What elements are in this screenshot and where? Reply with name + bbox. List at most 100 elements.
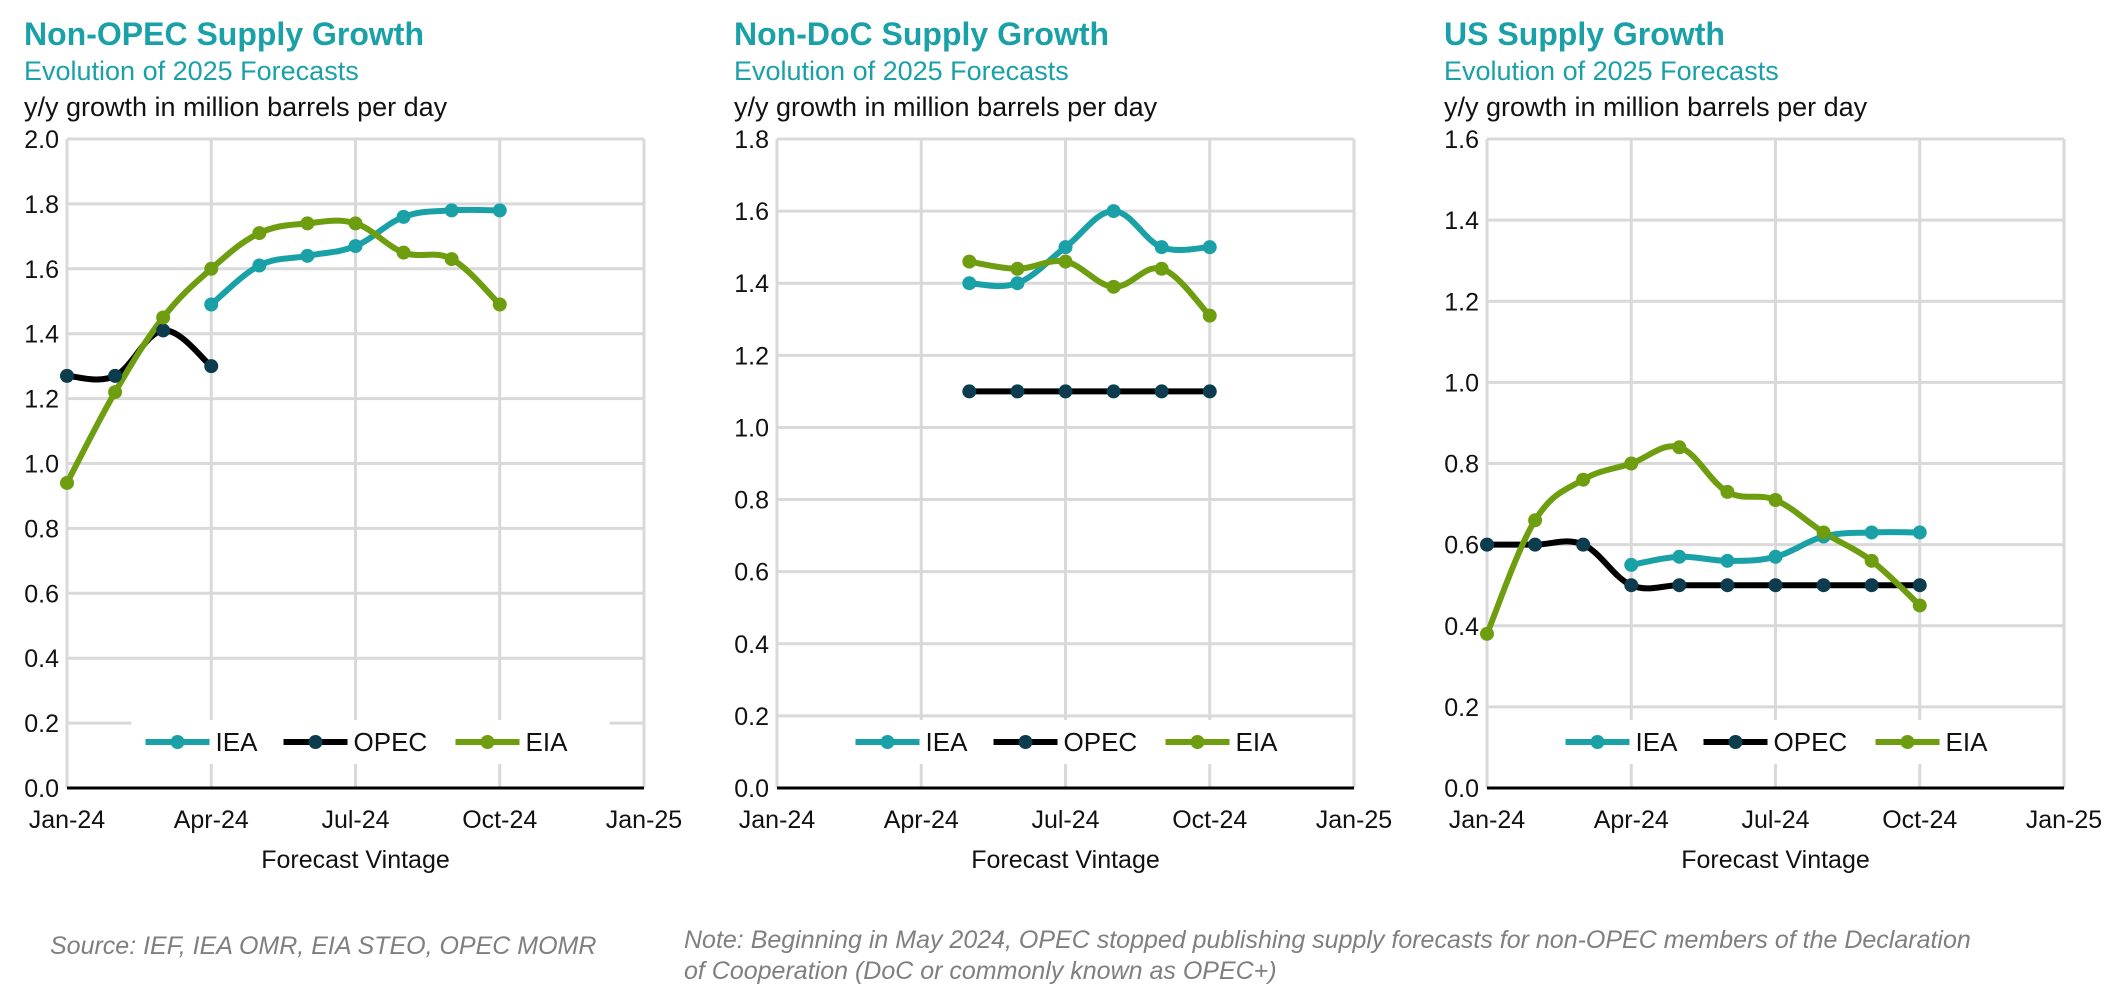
y-tick-label: 1.2 [1444,288,1479,316]
data-point-eia [204,261,219,276]
data-point-eia [1768,493,1783,508]
data-point-eia [396,245,411,260]
y-tick-label: 1.6 [734,198,769,226]
data-point-eia [1058,254,1073,269]
y-tick-label: 1.6 [24,256,59,284]
y-tick-label: 1.8 [24,191,59,219]
y-tick-label: 0.2 [734,703,769,731]
data-point-opec [1202,384,1217,399]
series-line-eia [1484,443,1923,637]
chart-panel-non-opec: Non-OPEC Supply Growth Evolution of 2025… [24,0,724,880]
data-point-opec [1106,384,1121,399]
data-point-eia [1154,261,1169,276]
data-point-iea [962,276,977,291]
legend-label-eia: EIA [1236,727,1279,757]
data-point-opec [1912,578,1927,593]
data-point-iea [300,248,315,263]
data-point-opec [1010,384,1025,399]
x-tick-label: Jan-24 [1449,806,1526,834]
x-tick-label: Oct-24 [1882,806,1957,834]
chart-subtitle: Evolution of 2025 Forecasts [24,56,359,86]
x-tick-label: Jul-24 [1031,806,1099,834]
data-point-eia [1528,513,1543,528]
y-tick-label: 1.4 [24,321,59,349]
y-tick-label: 1.2 [24,386,59,414]
x-tick-label: Jan-25 [2026,806,2102,834]
data-point-eia [1816,525,1831,540]
x-tick-label: Oct-24 [1172,806,1247,834]
y-tick-label: 1.6 [1444,126,1479,154]
legend-background [131,720,610,764]
y-tick-label: 0.8 [734,487,769,515]
y-tick-label: 0.0 [24,775,59,803]
chart-subtitle: Evolution of 2025 Forecasts [734,56,1069,86]
data-point-iea [1106,204,1121,219]
data-point-iea [204,297,219,312]
data-point-iea [1672,549,1687,564]
chart-svg-non-opec: 0.0 0.2 0.4 0.6 0.8 1.0 1.2 1.4 1.6 1.8 2.0 Jan-24 A… [24,126,682,874]
data-point-iea [252,258,267,273]
data-point-opec [156,323,171,338]
y-tick-label: 0.8 [24,515,59,543]
legend-marker-eia [1900,735,1915,749]
legend-label-iea: IEA [216,727,259,757]
legend-marker-iea [1590,735,1605,749]
source-note: Source: IEF, IEA OMR, EIA STEO, OPEC MOM… [50,932,597,960]
y-tick-label: 1.4 [1444,207,1479,235]
data-point-opec [204,359,219,374]
data-point-iea [492,203,507,218]
data-point-iea [1154,240,1169,255]
data-point-eia [108,385,123,400]
y-axis-units-label: y/y growth in million barrels per day [24,92,448,122]
x-tick-label: Jan-25 [1316,806,1392,834]
y-tick-label: 1.0 [734,414,769,442]
y-tick-label: 2.0 [24,126,59,154]
data-point-opec [1528,537,1543,552]
legend-marker-opec [1018,735,1033,749]
data-point-eia [348,216,363,231]
y-tick-label: 1.4 [734,270,769,298]
y-tick-label: 1.0 [24,451,59,479]
data-point-iea [1768,549,1783,564]
legend-label-opec: OPEC [1064,727,1138,757]
legend-marker-iea [170,735,185,749]
data-point-eia [1624,456,1639,471]
data-point-iea [1864,525,1879,540]
data-point-eia [1202,308,1217,323]
x-tick-label: Oct-24 [462,806,537,834]
data-point-eia [1672,440,1687,455]
footnote-line-2: of Cooperation (DoC or commonly known as… [684,957,1277,985]
data-point-opec [1480,537,1494,552]
x-tick-label: Jan-24 [29,806,106,834]
data-point-iea [1202,240,1217,255]
data-point-eia [1720,484,1735,499]
y-tick-label: 0.6 [734,559,769,587]
data-point-opec [1624,578,1639,593]
y-tick-label: 0.6 [1444,532,1479,560]
data-point-eia [156,310,171,325]
legend-background [841,720,1320,764]
data-point-opec [1816,578,1831,593]
x-tick-label: Apr-24 [1594,806,1669,834]
x-tick-label: Jan-24 [739,806,816,834]
data-point-eia [1912,598,1927,613]
chart-title: US Supply Growth [1444,16,1725,52]
series-line-eia [64,217,503,486]
legend-label-opec: OPEC [354,727,428,757]
legend-label-iea: IEA [1636,727,1679,757]
y-tick-label: 0.8 [1444,451,1479,479]
chart-title: Non-OPEC Supply Growth [24,16,424,52]
data-point-iea [1010,276,1025,291]
chart-subtitle: Evolution of 2025 Forecasts [1444,56,1779,86]
y-tick-label: 0.4 [1444,613,1479,641]
legend-label-opec: OPEC [1774,727,1848,757]
x-tick-label: Jul-24 [321,806,389,834]
data-point-eia [492,297,507,312]
legend-marker-opec [308,735,323,749]
x-axis-title: Forecast Vintage [971,846,1160,874]
chart-title: Non-DoC Supply Growth [734,16,1110,52]
y-tick-label: 0.6 [24,580,59,608]
data-point-eia [1480,626,1494,641]
x-axis-title: Forecast Vintage [1681,846,1870,874]
legend-label-iea: IEA [926,727,969,757]
